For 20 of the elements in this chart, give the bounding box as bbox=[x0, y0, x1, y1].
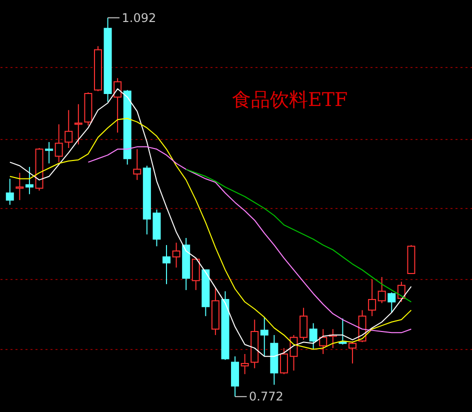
candlestick bbox=[74, 104, 82, 145]
candlestick bbox=[172, 242, 180, 268]
candlestick bbox=[260, 316, 268, 357]
text: 食品饮料ETF bbox=[232, 89, 348, 111]
candlestick bbox=[133, 148, 142, 180]
candlestick bbox=[270, 334, 278, 386]
candlestick bbox=[104, 17, 112, 102]
candlestick bbox=[25, 166, 34, 195]
candlestick bbox=[45, 142, 54, 164]
candlestick bbox=[16, 172, 24, 201]
candlestick bbox=[368, 278, 376, 317]
candlestick bbox=[211, 287, 220, 336]
candlestick bbox=[240, 353, 249, 375]
candlestick bbox=[182, 237, 190, 291]
candlestick bbox=[6, 178, 14, 206]
candlestick bbox=[64, 110, 73, 148]
candlestick bbox=[162, 244, 171, 285]
candlestick bbox=[231, 356, 240, 398]
annotation: 1.092 bbox=[122, 10, 156, 25]
annotation: 0.772 bbox=[249, 390, 284, 404]
